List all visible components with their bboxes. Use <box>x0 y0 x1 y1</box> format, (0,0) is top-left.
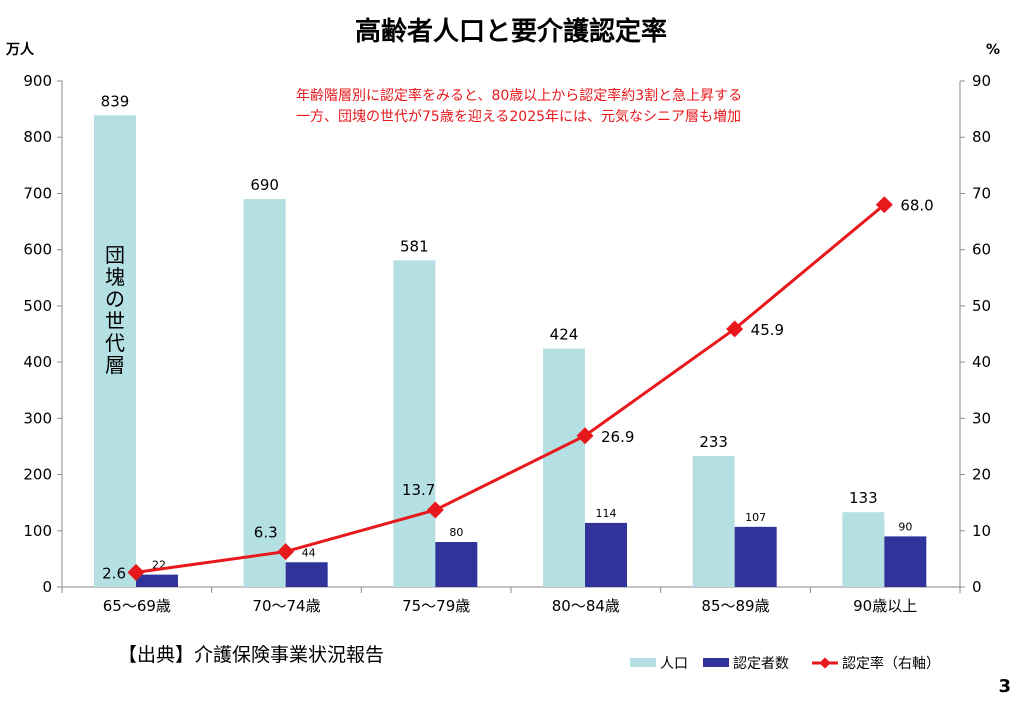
right-tick-label: 50 <box>972 297 991 315</box>
left-tick-label: 200 <box>23 466 52 484</box>
bar-population <box>692 456 735 587</box>
rate-point <box>726 320 744 338</box>
right-tick-label: 70 <box>972 184 991 202</box>
rate-point <box>277 543 295 561</box>
bar-certified-label: 114 <box>596 507 617 520</box>
left-tick-label: 400 <box>23 353 52 371</box>
rate-point <box>426 501 444 519</box>
bar-certified <box>136 574 178 587</box>
bar-certified <box>435 542 478 587</box>
bar-population-label: 133 <box>849 489 878 507</box>
legend-label-certified: 認定者数 <box>733 656 789 672</box>
legend: 人口 認定者数 認定率（右軸） <box>630 655 940 672</box>
left-tick-label: 0 <box>42 578 52 596</box>
legend-swatch-population <box>630 658 656 667</box>
x-tick-label: 85〜89歳 <box>701 597 769 615</box>
left-tick-label: 800 <box>23 128 52 146</box>
legend-label-population: 人口 <box>660 656 688 672</box>
bar-inner-label-char: 団 <box>105 243 125 267</box>
rate-point-label: 6.3 <box>254 524 278 542</box>
bar-population <box>243 199 286 588</box>
bar-inner-label-char: 世 <box>105 309 125 333</box>
chart-title: 高齢者人口と要介護認定率 <box>355 16 667 47</box>
x-tick-label: 65〜69歳 <box>103 597 171 615</box>
bar-population <box>94 115 136 587</box>
rate-point-label: 26.9 <box>601 428 634 446</box>
right-axis-unit: % <box>986 42 1000 58</box>
left-axis-unit: 万人 <box>5 41 35 58</box>
x-tick-label: 90歳以上 <box>853 597 917 615</box>
annotation: 年齢階層別に認定率をみると、80歳以上から認定率約3割と急上昇する 一方、団塊の… <box>296 87 742 125</box>
rate-point <box>576 427 594 445</box>
right-tick-label: 0 <box>972 578 982 596</box>
right-tick-label: 60 <box>972 241 991 259</box>
source-note: 【出典】介護保険事業状況報告 <box>118 644 385 666</box>
rate-line <box>135 203 886 574</box>
rate-point-label: 13.7 <box>402 481 435 499</box>
annotation-line-1: 年齢階層別に認定率をみると、80歳以上から認定率約3割と急上昇する <box>296 87 742 104</box>
bar-certified <box>884 536 927 587</box>
bar-population <box>393 260 436 587</box>
bar-inner-label-char: 代 <box>105 331 125 355</box>
bar-population <box>842 512 885 587</box>
left-tick-label: 100 <box>23 522 52 540</box>
left-tick-label: 700 <box>23 184 52 202</box>
x-tick-label: 80〜84歳 <box>552 597 620 615</box>
bar-certified-label: 80 <box>449 526 463 539</box>
right-tick-label: 90 <box>972 72 991 90</box>
x-tick-label: 70〜74歳 <box>252 597 320 615</box>
bar-population <box>543 348 585 587</box>
right-tick-label: 30 <box>972 409 991 427</box>
bar-population-label: 424 <box>550 326 579 344</box>
right-tick-label: 10 <box>972 522 991 540</box>
rate-point-label: 68.0 <box>900 197 933 215</box>
plot-area: 0 100 200 300 400 500 600 700 800 900 0 10 20 30 40 50 6… <box>23 72 991 615</box>
legend-label-rate: 認定率（右軸） <box>842 655 940 672</box>
rate-point <box>875 196 893 214</box>
bar-population-label: 839 <box>101 92 130 110</box>
left-tick-label: 900 <box>23 72 52 90</box>
x-tick-label: 75〜79歳 <box>402 597 470 615</box>
left-tick-label: 300 <box>23 409 52 427</box>
bar-certified-label: 44 <box>302 546 316 559</box>
left-tick-label: 500 <box>23 297 52 315</box>
bar-certified-label: 107 <box>745 511 766 524</box>
rate-point <box>127 563 145 581</box>
bar-certified <box>285 562 328 587</box>
page-number: 3 <box>998 676 1011 697</box>
right-tick-label: 40 <box>972 353 991 371</box>
legend-swatch-certified <box>703 658 729 667</box>
rate-point-label: 2.6 <box>102 564 126 582</box>
annotation-line-2: 一方、団塊の世代が75歳を迎える2025年には、元気なシニア層も増加 <box>296 109 741 125</box>
bar-inner-label-char: 層 <box>105 353 125 377</box>
bar-certified <box>585 522 627 587</box>
legend-swatch-rate-marker <box>819 657 831 669</box>
bar-population-label: 690 <box>250 176 279 194</box>
rate-point-label: 45.9 <box>751 321 784 339</box>
bar-inner-label-char: 塊 <box>105 265 125 289</box>
bar-population-label: 233 <box>699 433 728 451</box>
bar-certified <box>734 526 777 587</box>
left-tick-label: 600 <box>23 241 52 259</box>
right-tick-label: 80 <box>972 128 991 146</box>
right-tick-label: 20 <box>972 466 991 484</box>
bar-inner-label-char: の <box>105 287 125 311</box>
bar-population-label: 581 <box>400 237 429 255</box>
bar-certified-label: 90 <box>898 520 912 533</box>
